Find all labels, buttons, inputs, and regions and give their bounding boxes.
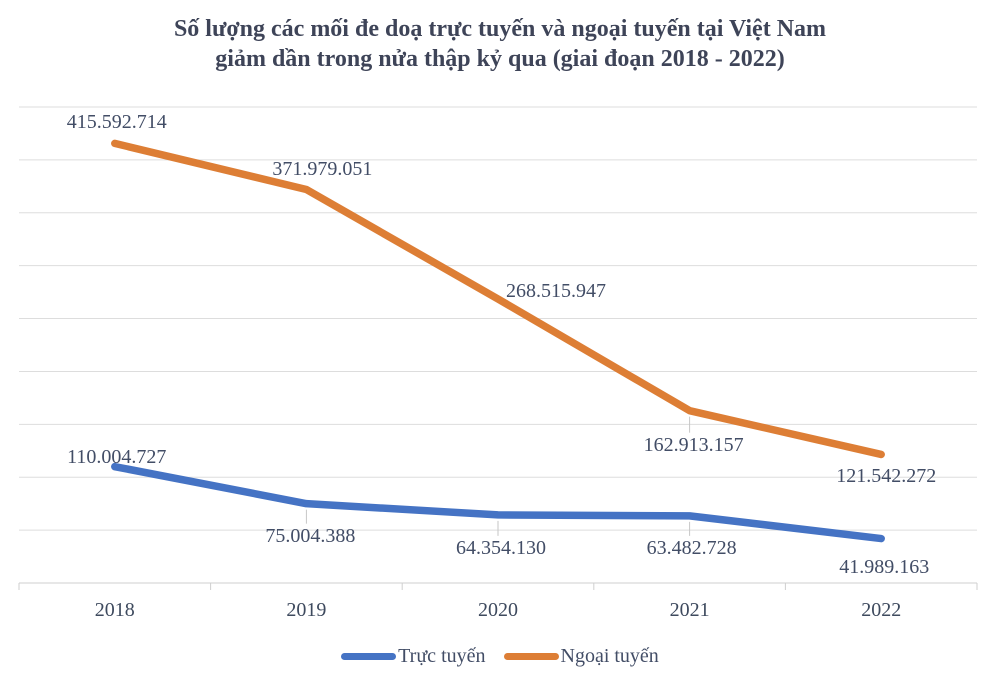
x-axis-label-2018: 2018 [94, 599, 135, 621]
series-line-ngoai-tuyen [111, 139, 885, 459]
data-label-ngoai-tuyen-2018: 415.592.714 [66, 111, 167, 134]
chart-title-line-2: giảm dần trong nửa thập kỷ qua (giai đoạ… [215, 46, 785, 72]
x-axis-label-2022: 2022 [861, 599, 902, 621]
data-label-truc-tuyen-2021: 63.482.728 [646, 536, 737, 559]
chart-title: Số lượng các mối đe doạ trực tuyến và ng… [0, 14, 1000, 74]
data-label-ngoai-tuyen-2021: 162.913.157 [643, 433, 744, 456]
data-label-ngoai-tuyen-2022: 121.542.272 [836, 465, 937, 488]
data-label-ngoai-tuyen-2019: 371.979.051 [272, 157, 373, 180]
legend-marker-icon [503, 652, 559, 660]
legend-label: Ngoại tuyến [560, 645, 659, 667]
series-line-truc-tuyen [111, 462, 885, 543]
x-axis-label-2019: 2019 [286, 599, 327, 621]
chart-title-line-1: Số lượng các mối đe doạ trực tuyến và ng… [173, 16, 827, 42]
legend-item-ngoai-tuyen: Ngoại tuyến [503, 644, 659, 668]
legend: Trực tuyến Ngoại tuyến [0, 644, 1000, 668]
x-axis-label-2020: 2020 [478, 599, 518, 621]
data-label-truc-tuyen-2020: 64.354.130 [456, 536, 546, 559]
data-label-truc-tuyen-2019: 75.004.388 [265, 524, 356, 547]
legend-label: Trực tuyến [398, 645, 486, 667]
data-label-truc-tuyen-2018: 110.004.727 [67, 445, 167, 468]
legend-item-truc-tuyen: Trực tuyến [341, 644, 486, 668]
data-label-truc-tuyen-2022: 41.989.163 [839, 555, 930, 578]
data-label-ngoai-tuyen-2020: 268.515.947 [506, 279, 606, 302]
legend-marker-icon [341, 652, 397, 660]
x-axis-label-2021: 2021 [669, 599, 710, 621]
